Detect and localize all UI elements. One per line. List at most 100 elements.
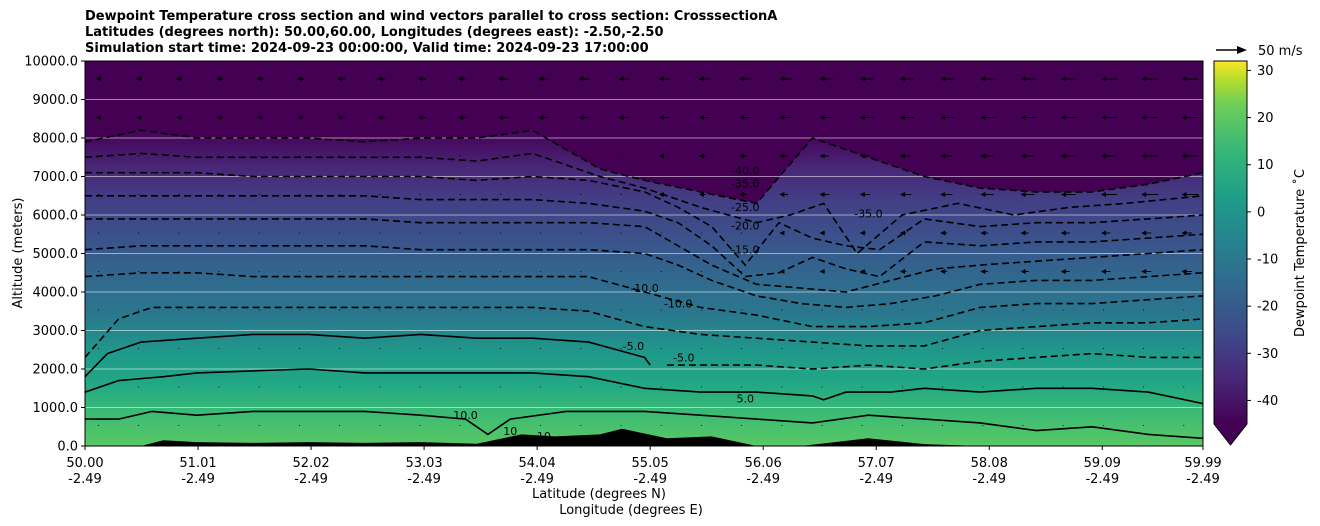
wind-vector-head [779,76,785,82]
wind-vector-head [1060,230,1066,236]
x-tick-label-lat: 51.01 [179,456,216,471]
wind-vector-head [1101,269,1106,274]
colorbar-tick-label: 20 [1257,111,1274,126]
wind-vector-head [136,76,142,82]
wind-vector-head [859,230,865,236]
wind-vector-head [739,192,745,197]
x-tick-label-lon: -2.49 [859,472,893,487]
wind-vector-head [1060,269,1066,274]
wind-vector-head [699,153,704,159]
wind-vector-head [1101,230,1106,236]
contour-line [85,218,1203,293]
x-tick-label-lon: -2.49 [633,472,667,487]
y-tick-label: 7000.0 [33,170,79,185]
wind-vector-head [1141,115,1147,120]
contour-label: -5.0 [673,351,694,364]
colorbar-extend-min [1214,424,1247,445]
wind-vector-head [940,153,946,159]
title-line-2: Latitudes (degrees north): 50.00,60.00, … [85,25,664,40]
wind-vector-head [739,115,745,120]
x-axis-label-latitude: Latitude (degrees N) [532,487,666,502]
wind-vector-head [900,192,905,197]
contour-label: -5.0 [623,340,644,353]
contour-label: 10.0 [453,409,478,422]
wind-vector-head [859,192,865,197]
contour-line [85,171,1203,267]
wind-vector-head [1020,230,1026,236]
wind-vector-head [1181,230,1187,236]
wind-vector-head [819,230,825,236]
title-line-1: Dewpoint Temperature cross section and w… [85,9,778,24]
x-axis: 50.00-2.4951.01-2.4952.02-2.4953.03-2.49… [66,446,1222,487]
wind-vector-head [940,192,946,197]
quiver-key-arrowhead [1237,46,1247,54]
y-tick-label: 9000.0 [33,93,79,108]
wind-vector-head [1101,153,1106,159]
colorbar-tick-label: -20 [1257,300,1278,315]
colorbar-tick-label: 0 [1257,205,1265,220]
wind-vector-head [136,115,142,120]
wind-vector-head [980,115,986,120]
x-tick-label-lat: 58.08 [971,456,1008,471]
contour-label: -40.0 [731,165,759,178]
wind-vector-head [658,192,664,197]
x-tick-label-lon: -2.49 [294,472,328,487]
wind-vector-head [1101,192,1106,197]
wind-vector-head [779,192,785,197]
y-tick-label: 8000.0 [33,132,79,147]
wind-vector-head [819,153,825,159]
wind-vector-head [699,192,704,197]
wind-vector-head [377,76,383,82]
wind-vector-head [1101,115,1106,120]
wind-vector-head [256,76,262,82]
wind-vector-head [980,76,986,82]
contour-label: 5.0 [737,392,755,405]
wind-vector-head [176,115,182,120]
y-tick-label: 1000.0 [33,401,79,416]
quiver-key-label: 50 m/s [1258,44,1303,59]
wind-vector-head [1060,115,1066,120]
title-line-3: Simulation start time: 2024-09-23 00:00:… [85,41,649,56]
contour-line [85,368,1203,405]
wind-vector-head [256,115,262,120]
wind-vector-head [1181,115,1187,120]
quiver-key: 50 m/s [1216,44,1303,59]
terrain [85,428,981,446]
colorbar-label: Dewpoint Temperature ˚C [1292,169,1308,337]
wind-vector-head [1141,76,1147,82]
contour-label: -10.0 [664,297,692,310]
wind-vector-head [337,76,343,82]
colorbar-tick-label: -40 [1257,394,1278,409]
y-tick-label: 5000.0 [33,247,79,262]
y-tick-label: 6000.0 [33,209,79,224]
wind-vector-head [859,269,865,274]
contour-line [85,306,1203,358]
wind-vector-head [1060,76,1066,82]
wind-vector-head [457,76,463,82]
wind-vector-head [618,76,624,82]
wind-vector-head [1181,192,1187,197]
wind-vector-head [538,115,544,120]
y-axis: 0.0 1000.0 2000.0 3000.0 4000.0 5000.0 6000.0 7… [24,55,85,455]
x-axis-label-longitude: Longitude (degrees E) [559,503,703,518]
dry-air-overlay [85,61,1203,204]
x-tick-label-lat: 53.03 [405,456,442,471]
wind-vector-head [819,115,825,120]
y-tick-label: 2000.0 [33,363,79,378]
wind-vector-head [699,76,704,82]
x-tick-label-lon: -2.49 [407,472,441,487]
wind-vector-head [1181,76,1187,82]
wind-vector-head [980,230,986,236]
x-tick-label-lon: -2.49 [746,472,780,487]
wind-vector-head [779,153,785,159]
x-tick-label-lat: 56.06 [745,456,782,471]
contour-labels: -40.0-35.0-35.0-25.0-20.0-15.0-10.0-10.0… [453,165,882,443]
wind-vector-head [658,76,664,82]
wind-vector-head [940,269,946,274]
contour-label: 10 [503,425,517,438]
wind-vector-head [297,76,302,82]
wind-vector-head [417,115,423,120]
contour-label: -35.0 [731,177,759,190]
wind-vector-head [216,76,222,82]
